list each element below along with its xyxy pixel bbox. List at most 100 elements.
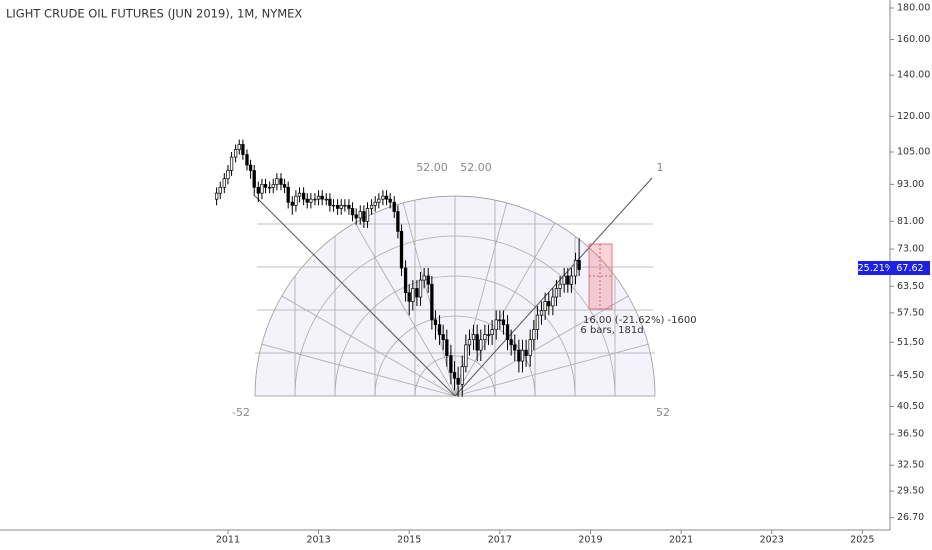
candle-body <box>543 301 547 311</box>
candle-body <box>282 184 287 188</box>
gann-label: -52 <box>232 406 250 419</box>
candle-body <box>433 319 438 326</box>
candle-body <box>520 349 525 362</box>
y-tick-label: 73.00 <box>897 244 924 255</box>
candle-body <box>350 208 355 216</box>
y-tick-label: 26.70 <box>897 512 924 523</box>
gann-fan: 52.00 52.00 1 -52 52 <box>232 161 670 419</box>
candle-body <box>513 344 517 351</box>
y-tick-label: 63.50 <box>897 281 924 292</box>
candle-body <box>229 156 234 171</box>
candle-body <box>562 275 566 285</box>
candle-body <box>392 201 396 212</box>
candle-body <box>539 310 544 316</box>
candle-body <box>460 366 464 385</box>
candle-body <box>218 186 222 194</box>
candle-body <box>275 178 279 185</box>
y-tick-label: 32.50 <box>897 460 924 471</box>
candle-body <box>309 198 313 203</box>
candle-body <box>358 211 362 219</box>
candle-body <box>271 184 275 188</box>
candle-body <box>475 334 479 351</box>
candle-body <box>498 319 502 322</box>
candle-body <box>509 339 513 346</box>
candle-body <box>524 349 528 356</box>
y-tick-label: 160.00 <box>897 34 930 45</box>
last-price-tag <box>890 261 930 275</box>
candle-body <box>343 204 347 207</box>
candle-body <box>422 275 426 281</box>
candle-body <box>260 184 264 194</box>
candle-body <box>267 186 272 189</box>
candle-body <box>411 288 415 302</box>
candle-body <box>301 192 306 200</box>
candle-body <box>467 339 472 346</box>
candle-body <box>558 283 562 289</box>
y-tick-label: 29.50 <box>897 486 924 497</box>
candle-body <box>577 259 581 270</box>
candle-body <box>535 314 540 330</box>
candle-body <box>505 324 510 341</box>
candle-body <box>320 195 324 200</box>
last-price-label: 67.62 <box>896 263 923 274</box>
x-tick-label: 2011 <box>216 535 240 546</box>
candle-body <box>415 288 419 298</box>
candle-body <box>551 296 555 307</box>
candle-body <box>256 186 260 194</box>
candle-body <box>316 195 321 200</box>
candle-body <box>494 319 498 330</box>
gann-label: 52 <box>656 406 670 419</box>
candle-body <box>471 334 476 341</box>
candle-body <box>483 334 487 341</box>
candle-body <box>339 204 343 209</box>
candle-body <box>501 319 506 326</box>
candle-body <box>369 204 374 209</box>
gann-ray <box>397 196 456 396</box>
y-tick-label: 57.50 <box>897 307 924 318</box>
y-tick-label: 45.50 <box>897 370 924 381</box>
candle-body <box>226 170 230 180</box>
x-tick-label: 2019 <box>578 535 602 546</box>
y-tick-label: 36.50 <box>897 429 924 440</box>
gann-label: 52.00 <box>416 161 448 174</box>
candle-body <box>263 184 268 188</box>
x-tick-label: 2025 <box>850 535 874 546</box>
y-tick-label: 140.00 <box>897 70 930 81</box>
candle-body <box>347 204 351 209</box>
candle-body <box>241 144 245 155</box>
candle-body <box>245 154 249 166</box>
candle-body <box>286 186 290 203</box>
gann-ray <box>454 285 646 396</box>
candle-body <box>445 339 449 356</box>
candle-body <box>388 198 392 203</box>
y-tick-label: 180.00 <box>897 3 930 14</box>
candle-body <box>547 301 551 307</box>
y-tick-label: 120.00 <box>897 111 930 122</box>
candle-body <box>437 324 442 335</box>
candle-body <box>222 178 226 188</box>
candle-body <box>426 275 430 285</box>
candles <box>214 139 581 397</box>
candle-body <box>456 377 460 385</box>
candle-body <box>430 283 434 321</box>
candle-body <box>532 329 536 341</box>
candle-body <box>528 339 532 356</box>
candle-body <box>384 195 389 200</box>
candle-body <box>573 259 578 277</box>
y-tick-label: 51.50 <box>897 337 924 348</box>
candle-body <box>381 195 385 200</box>
candle-body <box>365 208 370 222</box>
measure-box <box>588 243 613 310</box>
candle-body <box>233 149 238 158</box>
candle-body <box>324 198 328 201</box>
candle-body <box>294 195 298 206</box>
candle-body <box>305 198 309 203</box>
gann-ray <box>344 205 456 396</box>
candle-body <box>396 211 400 232</box>
candle-body <box>464 344 468 368</box>
candle-body <box>297 192 302 197</box>
candle-body <box>441 334 445 341</box>
y-tick-label: 40.50 <box>897 401 924 412</box>
candle-body <box>517 349 521 362</box>
